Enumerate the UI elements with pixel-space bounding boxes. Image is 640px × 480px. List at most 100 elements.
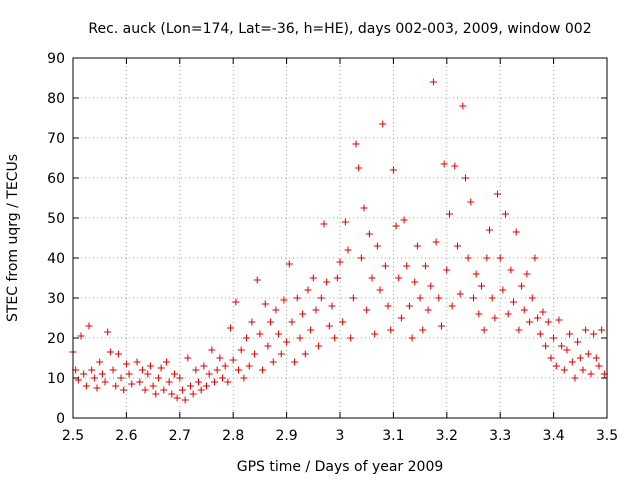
data-point-marker (240, 374, 248, 382)
data-point-marker (445, 210, 453, 218)
data-point-marker (582, 326, 590, 334)
data-point-marker (213, 366, 221, 374)
data-point-marker (192, 366, 200, 374)
data-point-marker (576, 354, 584, 362)
data-point-marker (453, 242, 461, 250)
data-point-marker (261, 300, 269, 308)
data-point-marker (203, 382, 210, 390)
data-point-marker (277, 350, 285, 358)
data-point-marker (117, 374, 125, 382)
data-point-marker (154, 374, 162, 382)
data-point-marker (149, 382, 157, 390)
x-tick-label: 3.3 (489, 428, 511, 444)
data-point-marker (283, 338, 291, 346)
x-tick-label: 2.9 (275, 428, 297, 444)
data-point-marker (101, 378, 109, 386)
data-point-marker (547, 354, 555, 362)
data-point-marker (352, 140, 360, 148)
data-point-marker (120, 386, 128, 394)
data-point-marker (173, 394, 181, 402)
data-point-marker (552, 362, 560, 370)
data-point-marker (122, 360, 130, 368)
data-points (69, 78, 608, 404)
data-point-marker (470, 294, 477, 302)
data-point-marker (133, 358, 141, 366)
data-point-marker (170, 370, 178, 378)
data-point-marker (251, 350, 259, 358)
data-point-marker (499, 286, 507, 294)
data-point-marker (267, 318, 275, 326)
data-point-marker (328, 302, 336, 310)
data-point-marker (528, 294, 536, 302)
y-tick-label: 30 (47, 291, 65, 307)
data-point-marker (141, 386, 149, 394)
data-point-marker (558, 342, 566, 350)
data-point-marker (480, 326, 488, 334)
x-tick-label: 3.5 (596, 428, 618, 444)
data-point-marker (272, 306, 280, 314)
data-point-marker (259, 366, 267, 374)
data-point-marker (435, 294, 443, 302)
data-point-marker (325, 322, 333, 330)
data-point-marker (459, 102, 467, 110)
x-tick-label: 3.2 (436, 428, 458, 444)
data-point-marker (291, 358, 299, 366)
data-point-marker (571, 374, 579, 382)
data-point-marker (456, 290, 464, 298)
data-point-marker (336, 258, 344, 266)
data-point-marker (363, 306, 371, 314)
data-point-marker (88, 366, 96, 374)
data-point-marker (579, 366, 587, 374)
y-axis-label: STEC from uqrg / TECUs (5, 154, 21, 322)
data-point-marker (312, 306, 320, 314)
data-point-marker (536, 330, 544, 338)
data-point-marker (136, 378, 144, 386)
data-point-marker (464, 254, 472, 262)
data-point-marker (77, 332, 85, 340)
data-point-marker (486, 226, 494, 234)
data-point-marker (106, 348, 114, 356)
data-point-marker (392, 222, 400, 230)
data-point-marker (165, 378, 173, 386)
data-point-marker (347, 334, 355, 342)
y-tick-label: 0 (56, 411, 65, 427)
data-point-marker (200, 362, 208, 370)
data-point-marker (323, 278, 331, 286)
data-point-marker (293, 294, 301, 302)
data-point-marker (104, 328, 112, 336)
y-tick-label: 90 (47, 51, 65, 67)
data-point-marker (397, 314, 405, 322)
data-point-marker (82, 382, 90, 390)
y-tick-label: 60 (47, 171, 65, 187)
x-tick-label: 3.1 (382, 428, 404, 444)
data-point-marker (539, 308, 547, 316)
data-point-marker (520, 306, 528, 314)
data-point-marker (451, 162, 459, 170)
data-point-marker (160, 386, 168, 394)
data-point-marker (555, 316, 563, 324)
data-point-marker (245, 362, 253, 370)
data-point-marker (443, 266, 451, 274)
data-point-marker (507, 266, 515, 274)
y-tick-label: 10 (47, 371, 65, 387)
data-point-marker (320, 220, 328, 228)
data-point-marker (227, 324, 235, 332)
data-point-marker (248, 318, 256, 326)
data-point-marker (181, 396, 189, 404)
data-point-marker (184, 354, 192, 362)
data-point-marker (368, 274, 376, 282)
data-point-marker (355, 164, 363, 172)
data-point-marker (488, 294, 496, 302)
axis-ticks: 2.5 2.6 2.7 2.8 2.9 3 3.1 3.2 3.3 3.4 3.5 0 10 20 30 40… (47, 51, 618, 444)
data-point-marker (339, 318, 347, 326)
data-point-marker (475, 310, 483, 318)
data-point-marker (80, 370, 88, 378)
data-point-marker (590, 330, 598, 338)
data-point-marker (341, 218, 349, 226)
data-point-marker (592, 354, 600, 362)
data-point-marker (384, 302, 392, 310)
data-point-marker (432, 238, 440, 246)
x-tick-label: 2.6 (115, 428, 137, 444)
data-point-marker (85, 322, 93, 330)
data-point-marker (403, 262, 411, 270)
